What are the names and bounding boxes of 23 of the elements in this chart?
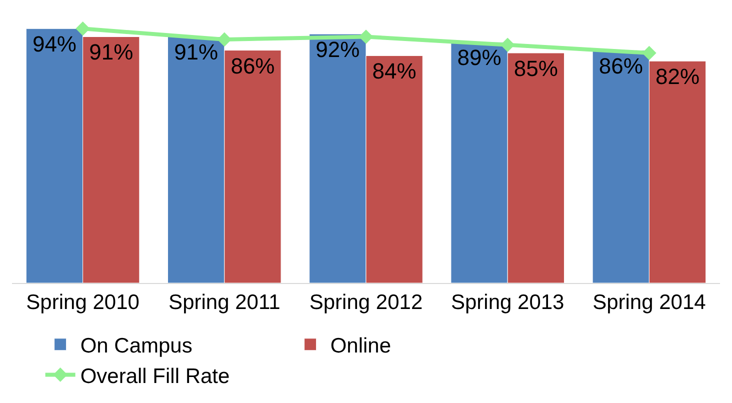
data-label: 91%: [174, 40, 218, 65]
legend-label: Online: [330, 334, 392, 358]
data-label: 85%: [514, 56, 558, 81]
point: [500, 38, 515, 52]
data-label: 84%: [372, 58, 416, 84]
legend-label: On Campus: [80, 334, 192, 358]
x-tick-label: Spring 2012: [309, 291, 423, 314]
point: [217, 32, 232, 47]
point: [358, 30, 374, 44]
data-label: 91%: [89, 40, 134, 65]
point: [642, 46, 656, 60]
x-tick-label: Spring 2014: [592, 291, 706, 314]
data-label: 86%: [230, 53, 275, 78]
data-label: 86%: [598, 53, 643, 78]
x-tick-label: Spring 2013: [450, 291, 564, 314]
data-label: 92%: [316, 37, 360, 62]
data-label: 94%: [32, 32, 77, 57]
data-label: 89%: [457, 45, 502, 70]
data-label: 82%: [655, 64, 700, 90]
legend-label: Overall Fill Rate: [80, 364, 230, 388]
point: [76, 21, 90, 36]
x-tick-label: Spring 2010: [26, 291, 140, 314]
x-tick-label: Spring 2011: [168, 291, 280, 314]
